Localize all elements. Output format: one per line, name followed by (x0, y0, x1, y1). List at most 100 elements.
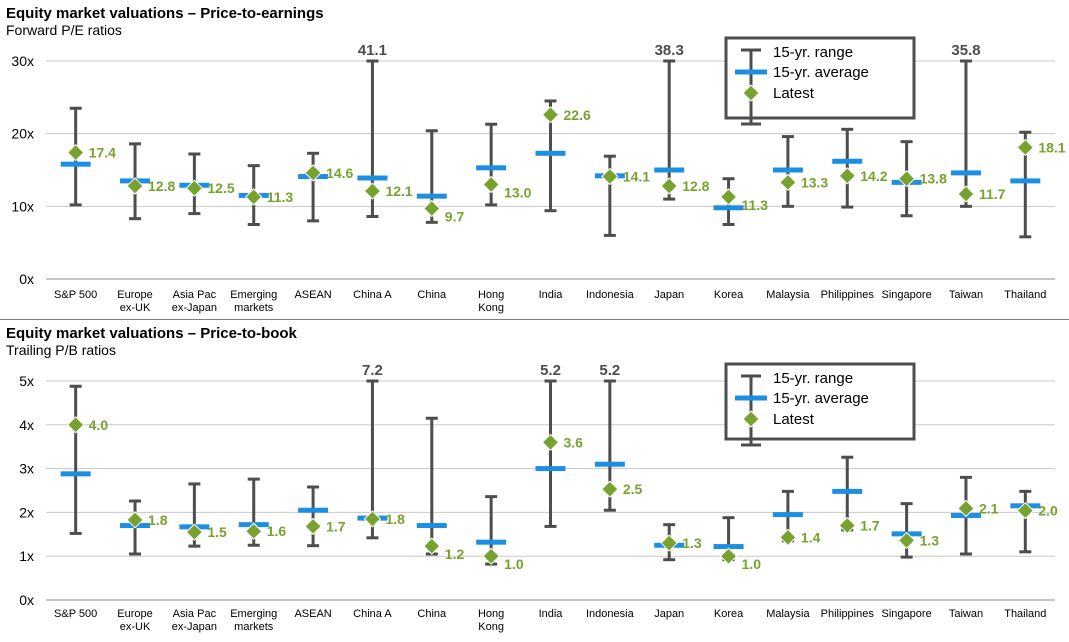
average-marker (476, 165, 507, 171)
latest-value-label: 22.6 (564, 107, 591, 123)
latest-value-label: 12.8 (682, 178, 709, 194)
average-marker (60, 471, 91, 477)
latest-marker (601, 480, 619, 498)
average-marker (1010, 178, 1041, 184)
latest-marker (660, 177, 678, 195)
category-label: Asia Pac (173, 289, 217, 301)
average-marker (535, 466, 566, 472)
latest-marker (185, 523, 204, 541)
average-marker (832, 158, 863, 164)
average-marker (476, 539, 507, 545)
latest-marker (660, 534, 678, 552)
latest-value-label: 13.3 (801, 174, 828, 190)
category-label: China (417, 608, 447, 620)
average-marker (832, 488, 863, 494)
category-label: S&P 500 (54, 608, 97, 620)
latest-marker (126, 177, 144, 195)
latest-marker (719, 188, 738, 206)
latest-marker (957, 499, 975, 518)
category-label: ex-Japan (172, 621, 217, 633)
category-label: Indonesia (586, 289, 635, 301)
average-marker (298, 507, 329, 513)
pe-panel: Equity market valuations – Price-to-earn… (0, 0, 1069, 318)
average-marker (713, 544, 744, 550)
category-label: Malaysia (766, 608, 810, 620)
category-label: ASEAN (294, 289, 331, 301)
latest-marker (719, 547, 738, 565)
pb-chart-subtitle: Trailing P/B ratios (6, 342, 116, 358)
category-label: markets (234, 302, 274, 314)
category-label: ex-Japan (172, 302, 217, 314)
category-label: Japan (654, 608, 684, 620)
legend-average-icon (735, 69, 767, 75)
latest-marker (838, 167, 856, 185)
pe-chart-subtitle: Forward P/E ratios (6, 22, 122, 38)
average-marker (416, 523, 447, 529)
legend-range-label: 15-yr. range (773, 370, 853, 387)
category-label: Thailand (1004, 608, 1046, 620)
latest-value-label: 2.5 (623, 481, 643, 497)
category-label: Korea (714, 608, 744, 620)
category-label: India (539, 289, 564, 301)
y-tick-label: 30x (11, 53, 34, 69)
y-tick-label: 0x (19, 592, 34, 608)
latest-marker (423, 199, 441, 218)
average-marker (60, 161, 91, 167)
category-label: Indonesia (586, 608, 635, 620)
y-tick-label: 20x (11, 126, 34, 142)
range-high-label: 41.1 (358, 42, 387, 59)
legend-latest-label: Latest (773, 411, 815, 428)
latest-value-label: 12.1 (385, 183, 412, 199)
category-label: Taiwan (949, 608, 983, 620)
latest-value-label: 1.5 (207, 524, 227, 540)
category-label: Philippines (821, 289, 875, 301)
category-label: Hong (478, 608, 504, 620)
latest-marker (897, 531, 916, 550)
latest-marker (482, 175, 500, 194)
latest-value-label: 11.3 (267, 189, 294, 205)
legend-latest-label: Latest (773, 85, 815, 102)
latest-marker (245, 188, 263, 206)
category-label: ex-UK (120, 302, 151, 314)
latest-marker (66, 416, 85, 434)
latest-value-label: 1.4 (801, 529, 821, 545)
latest-marker (779, 528, 797, 547)
latest-marker (541, 106, 560, 124)
legend-average-label: 15-yr. average (773, 390, 869, 407)
category-label: ASEAN (294, 608, 331, 620)
range-high-label: 35.8 (951, 42, 980, 59)
latest-value-label: 12.5 (207, 180, 234, 196)
latest-marker (897, 170, 916, 188)
latest-value-label: 1.8 (148, 512, 168, 528)
category-label: Thailand (1004, 289, 1046, 301)
latest-value-label: 1.0 (742, 556, 762, 572)
legend-average-label: 15-yr. average (773, 64, 869, 81)
latest-marker (1016, 138, 1035, 157)
latest-value-label: 1.2 (445, 546, 465, 562)
latest-value-label: 1.7 (860, 518, 880, 534)
latest-value-label: 14.6 (326, 165, 353, 181)
category-label: China A (353, 289, 392, 301)
average-marker (535, 150, 566, 156)
latest-value-label: 1.3 (682, 535, 702, 551)
latest-value-label: 1.3 (920, 532, 940, 548)
category-label: S&P 500 (54, 289, 97, 301)
category-label: China A (353, 608, 392, 620)
latest-value-label: 14.1 (623, 169, 650, 185)
latest-marker (245, 522, 263, 540)
latest-value-label: 1.7 (326, 518, 346, 534)
legend-range-label: 15-yr. range (773, 44, 853, 61)
latest-marker (126, 511, 144, 529)
category-label: Singapore (882, 289, 932, 301)
y-tick-label: 4x (19, 417, 34, 433)
pe-chart-title: Equity market valuations – Price-to-earn… (6, 5, 324, 22)
category-label: Kong (478, 621, 504, 633)
y-tick-label: 1x (19, 548, 34, 564)
latest-marker (66, 143, 85, 162)
category-label: Europe (117, 608, 152, 620)
y-tick-label: 3x (19, 461, 34, 477)
legend-latest-icon (742, 410, 760, 428)
category-label: Taiwan (949, 289, 983, 301)
category-label: China (417, 289, 447, 301)
latest-value-label: 9.7 (445, 209, 465, 225)
